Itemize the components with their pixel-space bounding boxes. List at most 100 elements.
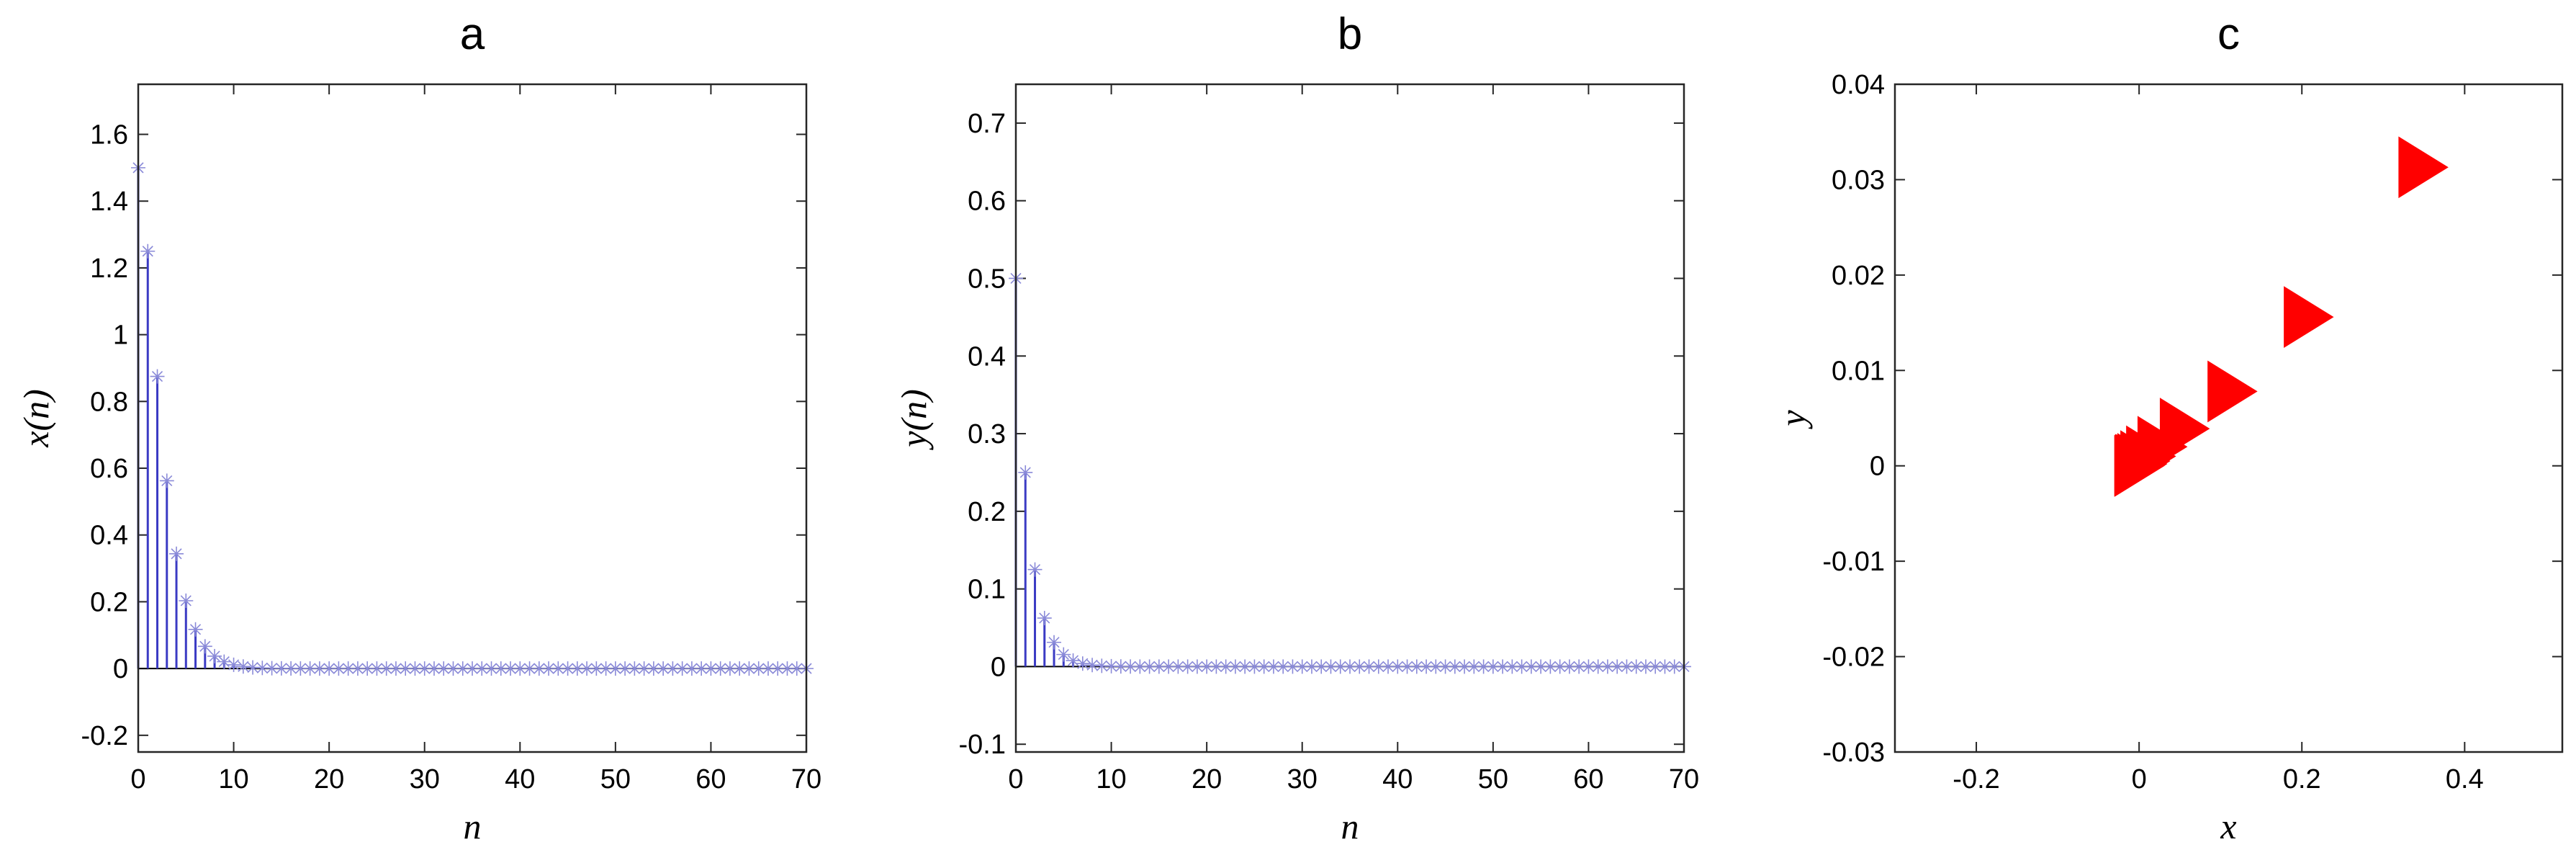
stem-marker [560,661,575,676]
stem-marker [188,622,203,637]
stem-marker [1638,659,1653,674]
stem-marker-stroke [1554,661,1566,672]
stem-marker [446,661,461,676]
x-axis-label: n [1341,806,1359,846]
y-tick-label: -0.02 [1822,643,1885,673]
stem-marker [1199,659,1215,674]
stem-marker-stroke [1258,661,1270,672]
stem-marker-stroke [1201,661,1212,672]
stem-marker-stroke [209,650,220,662]
stem-marker-stroke [743,663,755,674]
y-tick-label: 1.6 [90,120,128,151]
stem-marker-stroke [1535,661,1546,672]
stem-marker-stroke [1344,661,1356,672]
stem-marker [436,661,451,676]
stem-marker-stroke [1106,661,1117,672]
stem-marker-stroke [1268,661,1279,672]
y-tick-label: 0.6 [90,454,128,484]
stem-marker-stroke [1134,661,1145,672]
stem-marker-stroke [1669,661,1680,672]
stem-marker-stroke [228,659,240,671]
y-tick-label: 0.01 [1832,356,1885,386]
stem-marker-stroke [1611,661,1623,672]
y-tick-label: 0.7 [968,109,1006,139]
stem-marker-stroke [1411,661,1423,672]
stem-marker [159,473,174,488]
stem-marker-stroke [371,663,382,674]
stem-marker-stroke [276,663,287,674]
stem-marker-stroke [1659,661,1671,672]
stem-marker-stroke [1573,661,1585,672]
chart-b: 0 10 20 30 40 50 60 70-0.100.10.20.30.40.50.60.… [893,9,1699,846]
stem-marker-stroke [639,663,650,674]
stem-marker-stroke [438,663,449,674]
stem-marker [1581,659,1596,674]
x-tick-label: 30 [1287,764,1318,794]
stem-marker-stroke [1144,661,1156,672]
stem-marker-stroke [419,663,431,674]
stem-marker-stroke [552,663,564,674]
stem-marker [1027,562,1042,577]
stem-marker-stroke [1487,661,1499,672]
stem-marker-stroke [1506,661,1518,672]
stem-marker-stroke [610,663,621,674]
x-tick-label: 0.2 [2283,764,2321,794]
stem-marker [1276,659,1291,674]
scatter-marker [2159,398,2210,460]
x-tick-label: 0.4 [2446,764,2484,794]
stem-marker-stroke [428,663,440,674]
stem-marker [455,661,470,676]
stem-marker-stroke [199,640,211,652]
stem-marker-stroke [1192,661,1203,672]
stem-marker-stroke [333,663,344,674]
stem-marker [780,661,795,676]
stem-marker-stroke [1335,661,1346,672]
stem-marker-stroke [1297,661,1308,672]
stem-marker-stroke [695,663,707,674]
stem-marker-stroke [457,663,469,674]
scatter-marker [2284,286,2334,349]
stem-marker-stroke [1287,661,1299,672]
stem-marker-stroke [1125,661,1136,672]
stem-marker [1056,647,1071,662]
stem-marker-stroke [1077,658,1089,669]
y-tick-label: 0.4 [968,341,1006,372]
stem-marker-stroke [572,663,583,674]
x-tick-label: 70 [791,764,821,794]
stem-marker-stroke [1210,661,1222,672]
stem-marker-stroke [1325,661,1337,672]
stem-marker [1047,635,1062,650]
stem-marker-stroke [1468,661,1480,672]
stem-marker-stroke [256,662,268,673]
stem-marker [197,639,212,654]
stem-marker [1619,659,1634,674]
stem-marker-stroke [1449,661,1461,672]
y-tick-label: 0.2 [90,587,128,617]
stem-marker [1085,658,1100,673]
stem-marker-stroke [1153,661,1165,672]
stem-marker-stroke [1602,661,1613,672]
y-tick-label: -0.01 [1822,547,1885,577]
stem-marker-stroke [447,663,459,674]
y-tick-label: 0.02 [1832,261,1885,291]
chart-title: c [2217,9,2240,59]
stem-marker [235,659,251,674]
stem-marker [150,369,165,384]
stem-marker [1523,659,1539,674]
scatter-points [2114,136,2449,497]
stem-marker-stroke [1478,661,1490,672]
y-tick-label: 0.8 [90,387,128,417]
axes-box [1014,83,1685,753]
stem-marker [1600,659,1615,674]
stem-marker-stroke [218,656,230,668]
x-tick-label: 50 [600,764,631,794]
stem-marker [1066,653,1081,668]
stem-marker-stroke [171,548,182,560]
axes-box [137,83,808,753]
stem-marker-stroke [1172,661,1184,672]
stem-marker-stroke [323,663,335,674]
stem-marker-stroke [361,663,373,674]
y-tick-label: -0.03 [1822,738,1885,768]
stem-marker-stroke [791,663,803,674]
stem-marker-stroke [1401,661,1413,672]
